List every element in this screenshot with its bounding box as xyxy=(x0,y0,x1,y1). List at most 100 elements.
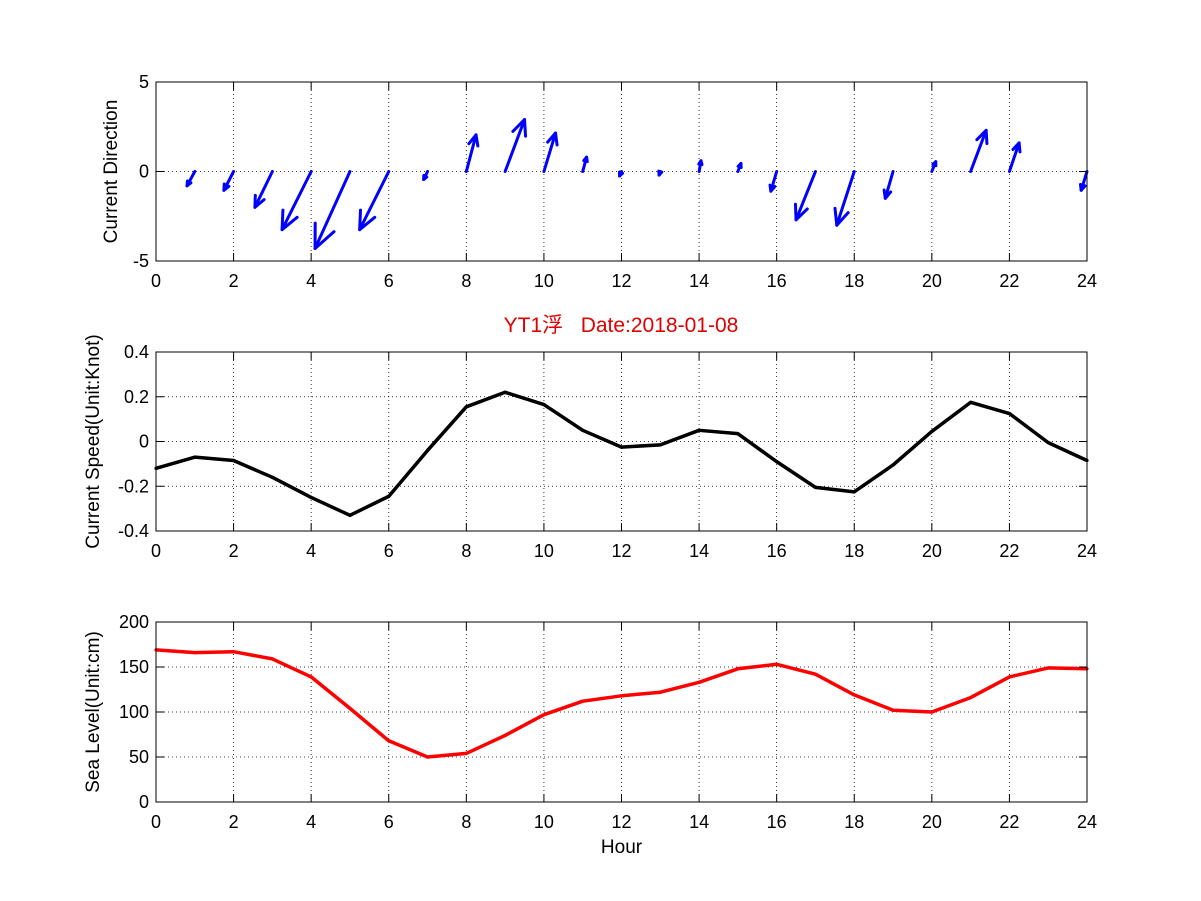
direction-arrow xyxy=(736,161,743,173)
direction-arrow xyxy=(697,159,704,173)
direction-arrow xyxy=(657,169,664,177)
direction-arrow xyxy=(969,128,989,173)
direction-arrow xyxy=(222,170,236,192)
direction-arrow xyxy=(503,118,528,173)
current-speed-ytick-label: 0.2 xyxy=(124,387,149,407)
sea-level-xtick-label: 12 xyxy=(611,812,631,832)
current-speed-point xyxy=(619,445,624,449)
sea-level-ytick-label: 100 xyxy=(119,702,149,722)
sea-level-point xyxy=(231,650,236,654)
current-speed-ytick-label: 0 xyxy=(139,432,149,452)
direction-arrow xyxy=(1078,170,1089,192)
current-speed-series xyxy=(154,390,1089,518)
sea-level-point xyxy=(542,713,546,717)
current-direction-xtick-label: 12 xyxy=(611,271,631,291)
direction-arrow xyxy=(185,170,197,188)
current-speed-point xyxy=(503,390,507,394)
current-speed-point xyxy=(930,429,934,434)
direction-arrow xyxy=(422,170,430,182)
current-speed-point xyxy=(891,463,895,467)
current-speed-xtick-label: 8 xyxy=(461,541,471,561)
direction-arrow xyxy=(313,170,352,250)
sea-level-point xyxy=(619,694,624,698)
current-speed-point xyxy=(464,405,468,409)
current-speed-point xyxy=(852,490,856,494)
current-direction-xtick-label: 2 xyxy=(229,271,239,291)
sea-level-point xyxy=(852,693,856,697)
current-speed-point xyxy=(813,485,818,489)
sea-level-point xyxy=(1046,666,1050,670)
sea-level-point xyxy=(503,733,507,738)
sea-level-xtick-label: 8 xyxy=(461,812,471,832)
sea-level-series xyxy=(154,648,1089,759)
current-speed-point xyxy=(270,475,274,479)
current-direction-xtick-label: 18 xyxy=(844,271,864,291)
current-direction-xtick-label: 6 xyxy=(384,271,394,291)
current-direction-ylabel: Current Direction xyxy=(101,100,122,244)
sea-level-xtick-label: 2 xyxy=(229,812,239,832)
sea-level-point xyxy=(581,699,585,703)
current-speed-point xyxy=(348,513,352,517)
direction-arrow xyxy=(542,131,559,173)
current-direction-xtick-label: 24 xyxy=(1077,271,1097,291)
direction-arrow xyxy=(618,170,625,178)
current-direction-xtick-label: 8 xyxy=(461,271,471,291)
sea-level-point xyxy=(813,672,818,676)
direction-arrow xyxy=(930,160,938,173)
direction-arrow xyxy=(768,170,779,193)
current-speed-xtick-label: 24 xyxy=(1077,541,1097,561)
current-speed-point xyxy=(697,428,701,432)
current-speed-xtick-label: 0 xyxy=(151,541,161,561)
current-speed-xtick-label: 2 xyxy=(229,541,239,561)
sea-level-point xyxy=(930,710,934,714)
current-speed-point xyxy=(193,455,197,459)
sea-level-xtick-label: 6 xyxy=(384,812,394,832)
direction-arrow xyxy=(581,155,589,173)
current-speed-point xyxy=(1046,441,1050,445)
current-speed-xtick-label: 16 xyxy=(767,541,787,561)
direction-arrow xyxy=(358,170,391,232)
current-speed-xtick-label: 12 xyxy=(611,541,631,561)
current-speed-ticks: 0 2 4 6 8 10 12 14 16 18 20 22 24-0.4-0.200.20.4 xyxy=(118,342,1097,561)
direction-arrow xyxy=(1007,141,1022,173)
direction-arrow xyxy=(280,170,313,232)
sea-level-xtick-label: 14 xyxy=(689,812,709,832)
current-speed-xtick-label: 18 xyxy=(844,541,864,561)
current-direction-xtick-label: 16 xyxy=(767,271,787,291)
sea-level-ytick-label: 0 xyxy=(139,792,149,812)
sea-level-point xyxy=(270,657,274,661)
sea-level-ylabel: Sea Level(Unit:cm) xyxy=(83,631,104,793)
current-speed-point xyxy=(231,458,236,463)
current-direction-xtick-label: 14 xyxy=(689,271,709,291)
current-speed-point xyxy=(387,494,391,498)
current-direction-ytick-label: 0 xyxy=(139,162,149,182)
sea-level-point xyxy=(387,739,391,743)
sea-level-point xyxy=(309,675,313,679)
current-direction-xtick-label: 0 xyxy=(151,271,161,291)
current-speed-xtick-label: 14 xyxy=(689,541,709,561)
sea-level-point xyxy=(775,662,779,666)
sea-level-xtick-label: 18 xyxy=(844,812,864,832)
direction-arrow xyxy=(253,170,274,209)
current-direction-arrows xyxy=(185,118,1089,250)
current-direction-xtick-label: 10 xyxy=(534,271,554,291)
sea-level-point xyxy=(697,680,701,684)
current-speed-xtick-label: 20 xyxy=(922,541,942,561)
current-speed-point xyxy=(581,428,585,432)
current-direction-ticks: 0 2 4 6 8 10 12 14 16 18 20 22 24-505 xyxy=(133,72,1097,291)
sea-level-point xyxy=(464,751,468,756)
current-direction-xtick-label: 20 xyxy=(922,271,942,291)
sea-level-xtick-label: 22 xyxy=(999,812,1019,832)
current-speed-xtick-label: 4 xyxy=(306,541,316,561)
sea-level-xlabel: Hour xyxy=(601,837,643,858)
sea-level-point xyxy=(425,755,430,759)
current-speed-point xyxy=(775,460,779,464)
sea-level-xtick-label: 20 xyxy=(922,812,942,832)
current-speed-xtick-label: 10 xyxy=(534,541,554,561)
current-speed-point xyxy=(969,400,973,404)
sea-level-point xyxy=(658,690,662,694)
current-direction-ytick-label: -5 xyxy=(133,251,149,271)
